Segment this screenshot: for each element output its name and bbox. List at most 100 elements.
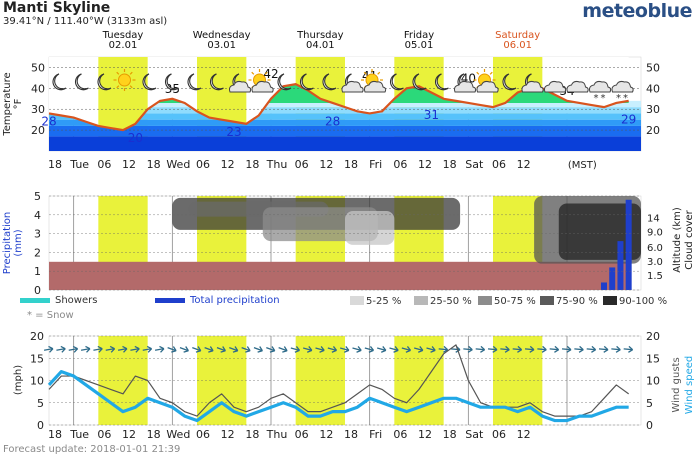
precip-bar xyxy=(601,282,607,290)
cloud-shape xyxy=(229,80,252,93)
arrow-shaft xyxy=(586,348,596,351)
day-name: Friday xyxy=(404,30,434,41)
time-axis-bottom-tick: 06 xyxy=(196,428,210,441)
temp-label: 31 xyxy=(424,108,439,122)
arrow-shaft xyxy=(290,347,300,352)
cloud-shape xyxy=(544,80,567,93)
time-axis-bottom-tick: 12 xyxy=(517,428,531,441)
arrow-head xyxy=(628,345,634,353)
arrow-head xyxy=(294,346,301,353)
location-coordinates: 39.41°N / 111.40°W (3133m asl) xyxy=(3,16,168,27)
arrow-shaft xyxy=(278,347,288,352)
wind-ytick-right: 10 xyxy=(646,375,660,388)
time-axis-bottom-tick: Tue xyxy=(69,428,89,441)
time-axis-top-tick: 18 xyxy=(147,158,161,171)
time-axis-bottom-tick: 06 xyxy=(295,428,309,441)
precip-ytick: 0 xyxy=(34,284,41,297)
arrow-head xyxy=(183,346,189,353)
moon-cloud-icon xyxy=(341,73,364,93)
sun-ray xyxy=(264,71,268,75)
time-axis-top-tick: 18 xyxy=(245,158,259,171)
time-axis-top-tick: 12 xyxy=(319,158,333,171)
arrow-head xyxy=(393,346,399,353)
legend-total-swatch xyxy=(155,298,185,303)
wind-direction-arrow xyxy=(43,345,54,353)
arrow-head xyxy=(146,345,153,353)
temp-cold-band xyxy=(49,107,641,114)
wind-ytick-right: 20 xyxy=(646,330,660,343)
moon-crescent xyxy=(434,73,449,91)
arrow-head xyxy=(159,345,165,353)
temp-label: 28 xyxy=(325,114,340,128)
arrow-shaft xyxy=(598,348,609,351)
sun-ray xyxy=(116,71,120,75)
moon-icon xyxy=(502,73,517,91)
wind-direction-arrow xyxy=(524,345,535,353)
wind-direction-arrow xyxy=(130,345,140,353)
precip-ytick: 1 xyxy=(34,265,41,278)
cloud-shape xyxy=(476,80,499,93)
day-name: Saturday xyxy=(495,30,540,41)
altitude-ytick: 3.0 xyxy=(647,257,663,268)
time-axis-top-tick: 06 xyxy=(97,158,111,171)
time-axis-bottom-tick: 18 xyxy=(344,428,358,441)
arrow-shaft xyxy=(216,347,226,352)
arrow-shaft xyxy=(192,347,201,352)
moon-crescent xyxy=(164,73,179,91)
arrow-shaft xyxy=(68,348,78,351)
wind-direction-arrow xyxy=(611,345,621,353)
sun-ray xyxy=(129,71,133,75)
moon-crescent xyxy=(74,73,89,91)
arrow-head xyxy=(591,345,597,353)
legend-cloud-swatch xyxy=(478,296,492,305)
arrow-shaft xyxy=(303,347,313,352)
arrow-shaft xyxy=(574,348,584,351)
moon-crescent xyxy=(187,73,202,91)
cloud-shape xyxy=(341,80,364,93)
cloud-snow-icon: * * xyxy=(589,80,612,104)
arrow-shaft xyxy=(130,348,140,351)
moon-crescent xyxy=(322,73,337,91)
wind-direction-arrow xyxy=(364,346,375,353)
moon-icon xyxy=(412,73,427,91)
altitude-ytick: 9.0 xyxy=(647,228,663,239)
wind-direction-arrow xyxy=(414,346,424,353)
moon-icon xyxy=(142,73,157,91)
wind-direction-arrow xyxy=(377,346,387,353)
moon-crescent xyxy=(209,73,224,91)
arrow-head xyxy=(566,345,572,353)
wind-direction-arrow xyxy=(93,345,103,353)
arrow-head xyxy=(380,346,387,353)
brand-logo[interactable]: meteoblue xyxy=(582,0,692,22)
legend-cloud-class: 25-50 % xyxy=(430,296,472,307)
wind-direction-arrow xyxy=(598,345,609,353)
arrow-head xyxy=(97,345,103,353)
temp-label: 20 xyxy=(128,131,143,145)
location-title: Manti Skyline xyxy=(3,0,111,16)
wind-direction-arrow xyxy=(537,345,547,353)
arrow-shaft xyxy=(253,347,263,352)
snow-flake: * xyxy=(616,93,621,104)
temp-ylabel: Temperature xyxy=(2,72,13,136)
time-axis-bottom-tick: 12 xyxy=(418,428,432,441)
wind-direction-arrow xyxy=(389,346,399,353)
altitude-ytick: 6.0 xyxy=(647,243,663,254)
time-axis-top-tick: Sat xyxy=(465,158,484,171)
wind-direction-arrow xyxy=(179,346,189,353)
arrow-shaft xyxy=(414,347,424,352)
time-axis-top-tick: 06 xyxy=(196,158,210,171)
arrow-head xyxy=(245,346,251,353)
altitude-label: Altitude (km) xyxy=(672,207,683,273)
wind-ytick-right: 15 xyxy=(646,352,660,365)
arrow-head xyxy=(443,345,449,353)
moon-icon xyxy=(299,73,314,91)
time-axis-top-tick: Wed xyxy=(166,158,190,171)
moon-crescent xyxy=(502,73,517,91)
wind-direction-arrow xyxy=(241,346,251,353)
wind-direction-arrow xyxy=(327,346,338,353)
wind-direction-arrow xyxy=(192,346,202,353)
time-axis-bottom-tick: 12 xyxy=(122,428,136,441)
moon-crescent xyxy=(277,73,292,91)
arrow-head xyxy=(220,346,226,353)
